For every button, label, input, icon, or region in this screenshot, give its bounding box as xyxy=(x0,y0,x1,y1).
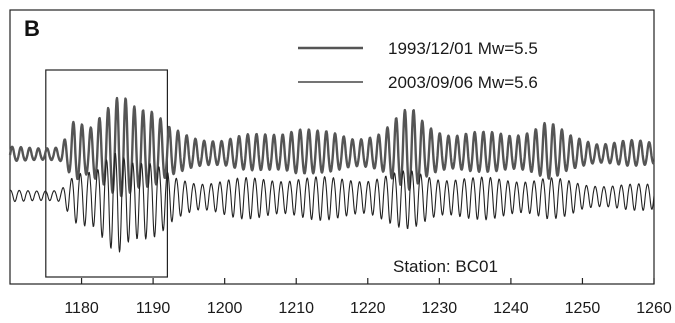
trace-1993 xyxy=(8,96,655,198)
x-tick-label: 1200 xyxy=(207,300,243,317)
x-tick-label: 1230 xyxy=(422,300,458,317)
plot-frame xyxy=(9,9,655,285)
x-tick-label: 1210 xyxy=(278,300,314,317)
waveform-traces xyxy=(8,96,655,253)
x-tick-label: 1250 xyxy=(565,300,601,317)
x-tick-label: 1240 xyxy=(493,300,529,317)
x-tick-label: 1190 xyxy=(136,300,171,317)
x-tick-label: 1220 xyxy=(350,300,386,317)
x-tick-label: 1180 xyxy=(64,300,99,317)
legend-label-2003: 2003/09/06 Mw=5.6 xyxy=(388,73,538,92)
x-tick-label: 1260 xyxy=(636,300,672,317)
panel-label: B xyxy=(24,16,40,41)
x-axis: 1180 1190 1200 1210 1220 1230 1240 1250 1260 xyxy=(64,278,672,317)
legend: 1993/12/01 Mw=5.5 2003/09/06 Mw=5.6 xyxy=(298,39,538,92)
legend-label-1993: 1993/12/01 Mw=5.5 xyxy=(388,39,538,58)
trace-2003 xyxy=(9,153,655,253)
station-annotation: Station: BC01 xyxy=(393,257,498,276)
